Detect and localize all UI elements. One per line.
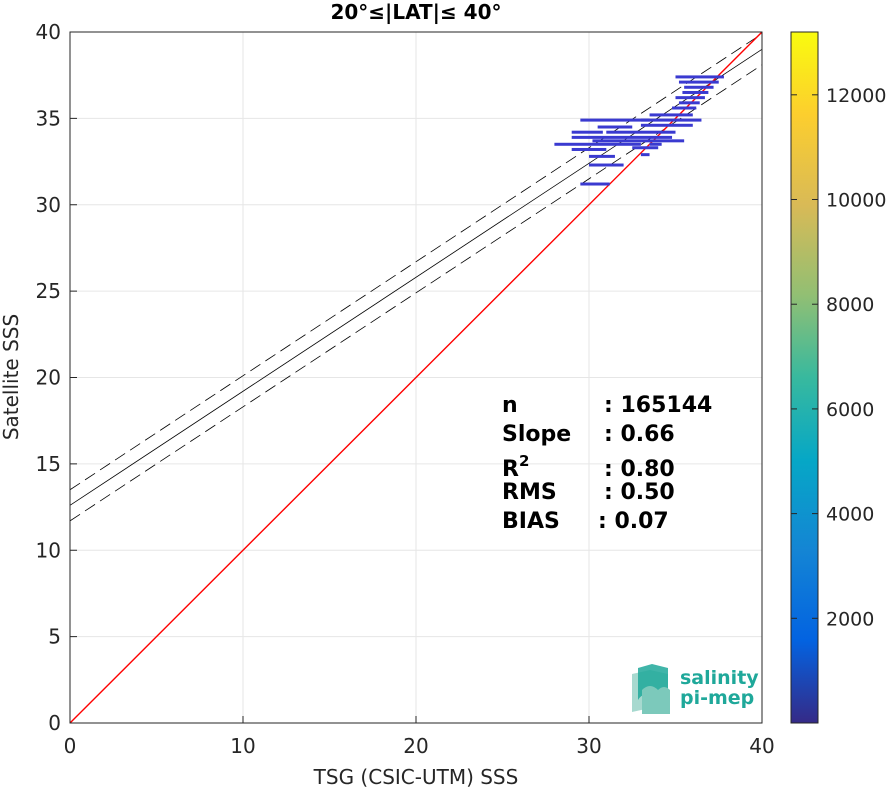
stat-value: : 0.07 <box>598 509 669 534</box>
stat-value: : 165144 <box>604 393 712 418</box>
logo-front-wave <box>642 686 670 714</box>
colorbar <box>790 31 819 724</box>
x-tick-label: 30 <box>576 734 601 758</box>
y-tick-label: 40 <box>36 20 61 44</box>
density-point <box>672 106 697 110</box>
density-point <box>589 163 624 167</box>
density-point <box>640 118 702 122</box>
stat-label: n <box>502 393 518 418</box>
y-tick-label: 20 <box>36 366 61 390</box>
chart-title: 20°≤|LAT|≤ 40° <box>330 0 501 24</box>
x-tick-label: 20 <box>403 734 428 758</box>
y-tick-label: 5 <box>48 625 61 649</box>
density-point <box>592 139 685 143</box>
density-point <box>678 101 700 105</box>
colorbar-ticks: 2000 4000 6000 8000 10000 12000 <box>791 85 886 630</box>
stat-label: Slope <box>502 422 571 447</box>
density-point <box>649 113 693 117</box>
colorbar-tick-label: 4000 <box>826 504 874 526</box>
y-tick-label: 15 <box>36 452 61 476</box>
density-point <box>675 96 705 100</box>
x-tick-label: 10 <box>230 734 255 758</box>
density-point <box>589 154 615 158</box>
stat-superscript: 2 <box>519 452 529 470</box>
stat-label: BIAS <box>502 509 560 534</box>
density-point <box>597 125 633 129</box>
density-point <box>580 182 610 186</box>
y-tick-label: 10 <box>36 538 61 562</box>
y-tick-label: 30 <box>36 193 61 217</box>
axis-ticks: 0 10 20 30 40 0 5 10 15 20 25 30 35 40 <box>36 20 775 758</box>
stat-value: : 0.66 <box>604 422 675 447</box>
density-point <box>571 147 607 151</box>
density-point <box>580 118 650 122</box>
colorbar-tick-label: 2000 <box>826 608 874 630</box>
y-axis-label: Satellite SSS <box>0 314 23 440</box>
y-tick-label: 35 <box>36 106 61 130</box>
density-point <box>684 85 714 89</box>
stat-value: : 0.50 <box>604 480 675 505</box>
density-points <box>554 75 724 186</box>
density-point <box>606 130 676 134</box>
logo-line2: pi-mep <box>680 687 754 709</box>
logo-line1: salinity <box>680 667 759 689</box>
x-axis-label: TSG (CSIC-UTM) SSS <box>313 765 519 789</box>
density-point <box>632 146 659 150</box>
x-tick-label: 40 <box>749 734 774 758</box>
x-tick-label: 0 <box>64 734 77 758</box>
density-point <box>554 142 641 146</box>
density-point <box>571 130 603 134</box>
density-point <box>678 80 719 84</box>
upper-bound-line <box>70 33 762 491</box>
colorbar-tick-label: 6000 <box>826 399 874 421</box>
density-point <box>675 75 724 79</box>
stat-label: RMS <box>502 480 557 505</box>
density-point <box>640 153 650 157</box>
salinity-pi-mep-logo: salinity pi-mep <box>632 664 759 714</box>
colorbar-tick-label: 12000 <box>826 85 886 107</box>
y-tick-label: 25 <box>36 279 61 303</box>
density-point <box>571 135 673 139</box>
density-point <box>682 90 709 94</box>
colorbar-tick-label: 8000 <box>826 294 874 316</box>
density-point <box>640 123 693 127</box>
density-point <box>649 142 662 146</box>
y-tick-label: 0 <box>48 711 61 735</box>
colorbar-tick-label: 10000 <box>826 190 886 212</box>
stat-value: : 0.80 <box>604 457 675 482</box>
